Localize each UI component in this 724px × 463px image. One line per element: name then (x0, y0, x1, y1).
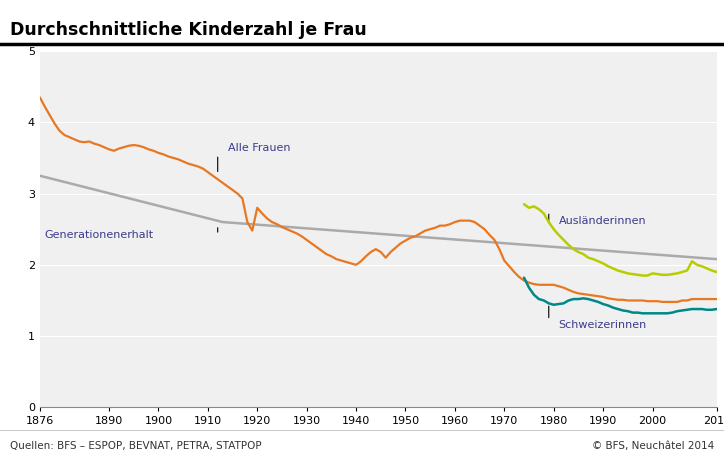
Text: Generationenerhalt: Generationenerhalt (45, 230, 154, 240)
Text: Schweizerinnen: Schweizerinnen (559, 320, 647, 331)
Text: Quellen: BFS – ESPOP, BEVNAT, PETRA, STATPOP: Quellen: BFS – ESPOP, BEVNAT, PETRA, STA… (10, 441, 262, 451)
Text: Durchschnittliche Kinderzahl je Frau: Durchschnittliche Kinderzahl je Frau (10, 21, 367, 39)
Text: Alle Frauen: Alle Frauen (227, 143, 290, 153)
Text: © BFS, Neuchâtel 2014: © BFS, Neuchâtel 2014 (592, 441, 714, 451)
Text: Ausländerinnen: Ausländerinnen (559, 216, 647, 225)
